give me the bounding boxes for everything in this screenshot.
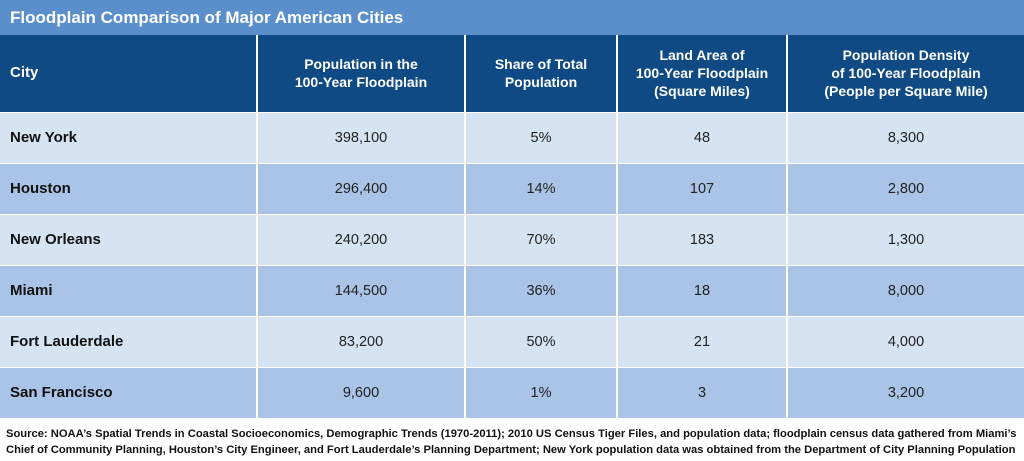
value-cell: 144,500 (257, 264, 466, 316)
table-row: New Orleans 240,200 70% 183 1,300 (0, 213, 1024, 265)
column-header-line: (Square Miles) (654, 83, 750, 100)
column-header-line: City (10, 64, 39, 82)
column-header-line: Land Area of (659, 47, 745, 64)
value-cell: 3 (617, 366, 788, 418)
value-cell: 1% (465, 366, 618, 418)
table-row: Houston 296,400 14% 107 2,800 (0, 162, 1024, 214)
column-header-line: Population in the (304, 56, 418, 73)
table-row: Miami 144,500 36% 18 8,000 (0, 264, 1024, 316)
table-row: Fort Lauderdale 83,200 50% 21 4,000 (0, 315, 1024, 367)
column-header-3: Land Area of 100-Year Floodplain (Square M… (617, 35, 788, 112)
value-cell: 36% (465, 264, 618, 316)
value-cell: 70% (465, 213, 618, 265)
city-cell: New York (0, 111, 258, 163)
value-cell: 5% (465, 111, 618, 163)
value-cell: 240,200 (257, 213, 466, 265)
value-cell: 4,000 (787, 315, 1024, 367)
column-header-4: Population Density of 100-Year Floodplain… (787, 35, 1024, 112)
value-cell: 48 (617, 111, 788, 163)
column-header-line: Population Density (842, 47, 970, 64)
value-cell: 398,100 (257, 111, 466, 163)
city-cell: New Orleans (0, 213, 258, 265)
value-cell: 3,200 (787, 366, 1024, 418)
table-body: New York 398,100 5% 48 8,300 Houston 296,400 14… (0, 111, 1024, 418)
column-header-line: 100-Year Floodplain (635, 65, 769, 82)
value-cell: 50% (465, 315, 618, 367)
value-cell: 21 (617, 315, 788, 367)
floodplain-table: City Population in the 100-Year Floodplain… (0, 35, 1024, 418)
source-note: Source: NOAA’s Spatial Trends in Coastal… (6, 428, 1017, 461)
column-header-0: City (0, 35, 258, 112)
column-header-line: Share of Total (494, 56, 588, 73)
column-header-1: Population in the 100-Year Floodplain (257, 35, 466, 112)
value-cell: 83,200 (257, 315, 466, 367)
column-header-line: Population (504, 74, 578, 91)
value-cell: 183 (617, 213, 788, 265)
value-cell: 8,300 (787, 111, 1024, 163)
city-cell: San Francisco (0, 366, 258, 418)
value-cell: 18 (617, 264, 788, 316)
table-title: Floodplain Comparison of Major American … (0, 0, 1024, 35)
value-cell: 14% (465, 162, 618, 214)
city-cell: Miami (0, 264, 258, 316)
value-cell: 296,400 (257, 162, 466, 214)
column-header-2: Share of Total Population (465, 35, 618, 112)
value-cell: 107 (617, 162, 788, 214)
value-cell: 9,600 (257, 366, 466, 418)
city-cell: Fort Lauderdale (0, 315, 258, 367)
header-row: City Population in the 100-Year Floodplain… (0, 35, 1024, 112)
column-header-line: (People per Square Mile) (824, 83, 988, 100)
value-cell: 8,000 (787, 264, 1024, 316)
column-header-line: 100-Year Floodplain (294, 74, 428, 91)
column-header-line: of 100-Year Floodplain (831, 65, 981, 82)
table-row: New York 398,100 5% 48 8,300 (0, 111, 1024, 163)
city-cell: Houston (0, 162, 258, 214)
value-cell: 1,300 (787, 213, 1024, 265)
value-cell: 2,800 (787, 162, 1024, 214)
table-row: San Francisco 9,600 1% 3 3,200 (0, 366, 1024, 418)
